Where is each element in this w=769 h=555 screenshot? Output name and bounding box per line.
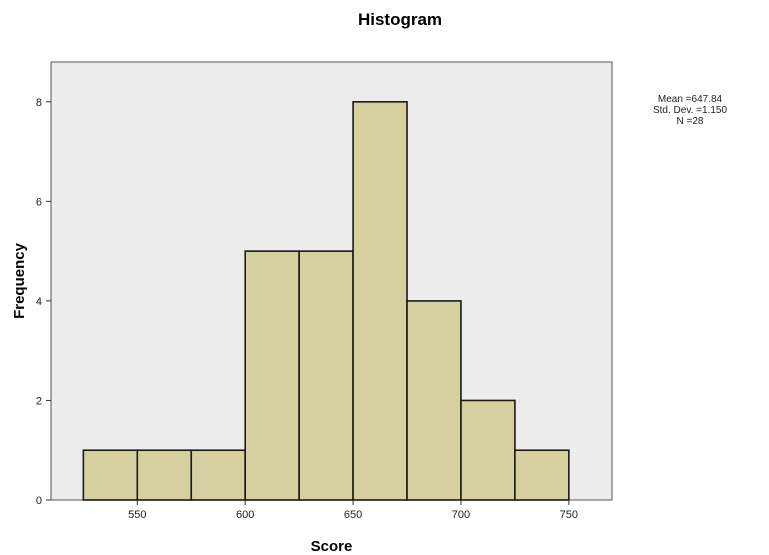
histogram-bar-3 <box>244 250 300 501</box>
y-tick-label: 4 <box>36 296 42 308</box>
x-tick-label: 700 <box>452 509 470 521</box>
x-tick-label: 750 <box>560 509 578 521</box>
x-tick-label: 600 <box>236 509 254 521</box>
stats-box: Mean =647.84 Std. Dev. =1.150 N =28 <box>640 94 740 127</box>
y-axis-label: Frequency <box>11 242 28 319</box>
x-tick-label: 550 <box>128 509 146 521</box>
histogram-bar-2 <box>190 449 246 501</box>
y-tick-label: 2 <box>36 395 42 407</box>
histogram-bar-1 <box>136 449 193 501</box>
histogram-bar-6 <box>406 300 462 501</box>
stats-n: N =28 <box>676 116 704 127</box>
x-axis-label: Score <box>311 538 353 555</box>
histogram-bar-5 <box>352 101 408 501</box>
y-tick-label: 6 <box>36 196 42 208</box>
stats-mean: Mean =647.84 <box>657 94 723 105</box>
histogram-bar-0 <box>82 449 139 501</box>
histogram-bar-8 <box>514 449 570 501</box>
histogram-bar-7 <box>460 399 516 501</box>
stats-std-dev: Std. Dev. =1.150 <box>652 105 728 116</box>
x-tick-label: 650 <box>344 509 362 521</box>
y-tick-label: 8 <box>36 97 42 109</box>
histogram-bar-4 <box>298 250 354 501</box>
y-tick-label: 0 <box>36 495 42 507</box>
chart-title: Histogram <box>358 10 442 29</box>
